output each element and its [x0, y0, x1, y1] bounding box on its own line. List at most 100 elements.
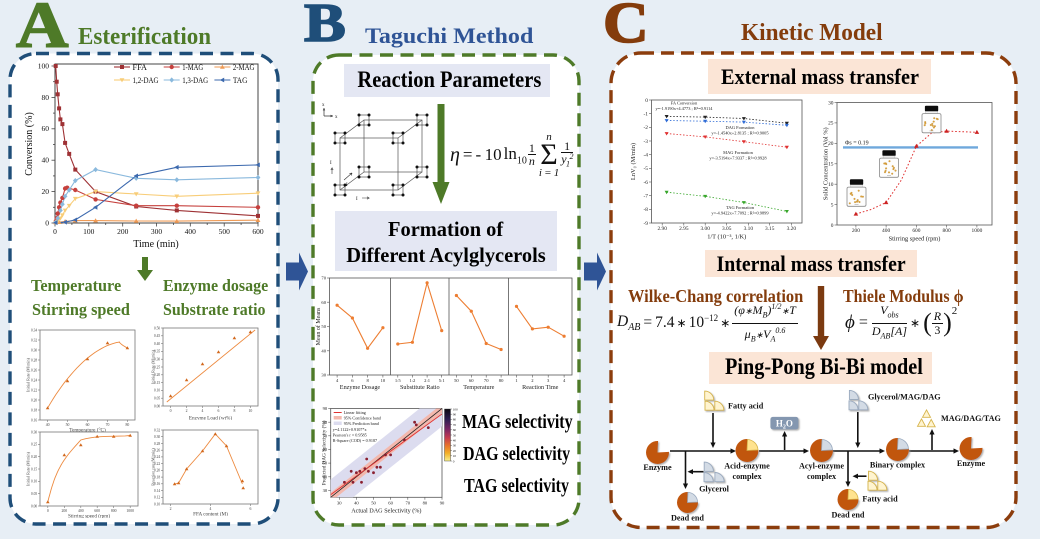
svg-text:1-MAG: 1-MAG [182, 63, 203, 72]
svg-text:0.35: 0.35 [154, 350, 160, 354]
svg-text:I: I [346, 183, 348, 188]
svg-text:2: 2 [186, 409, 188, 413]
svg-text:-5: -5 [644, 166, 649, 172]
svg-text:-7: -7 [644, 194, 649, 200]
svg-text:50: 50 [371, 500, 376, 505]
svg-text:Initial Rate (M/min): Initial Rate (M/min) [26, 357, 31, 392]
svg-text:TAG: TAG [233, 76, 248, 85]
svg-text:1000: 1000 [972, 228, 983, 234]
svg-text:Stirring speed (rpm): Stirring speed (rpm) [68, 513, 110, 519]
svg-text:2.95: 2.95 [679, 226, 689, 232]
svg-text:0.25: 0.25 [31, 443, 37, 447]
svg-text:100: 100 [83, 227, 95, 236]
svg-text:-3: -3 [644, 139, 649, 145]
svg-text:0.20: 0.20 [154, 373, 160, 377]
svg-text:Enzyme Load (wt%): Enzyme Load (wt%) [189, 415, 232, 421]
svg-text:Glycerol: Glycerol [699, 485, 730, 494]
svg-text:300: 300 [151, 227, 163, 236]
svg-text:3.20: 3.20 [787, 226, 797, 232]
svg-text:30: 30 [453, 444, 457, 448]
svg-text:10: 10 [453, 454, 457, 458]
svg-text:95% Confidence band: 95% Confidence band [344, 416, 382, 421]
svg-text:0.26: 0.26 [31, 368, 37, 372]
svg-text:Stirring speed (rpm): Stirring speed (rpm) [889, 236, 941, 243]
svg-text:1,2-DAG: 1,2-DAG [133, 76, 159, 85]
svg-text:0.32: 0.32 [31, 338, 37, 342]
svg-text:200: 200 [117, 227, 129, 236]
svg-text:100: 100 [453, 407, 458, 411]
svg-text:1:2: 1:2 [409, 378, 416, 383]
svg-text:60: 60 [42, 124, 50, 133]
svg-text:Pearson's r = 0.9585: Pearson's r = 0.9585 [333, 433, 367, 438]
svg-text:4: 4 [210, 507, 212, 511]
svg-text:0: 0 [47, 509, 49, 513]
svg-text:0.20: 0.20 [31, 455, 37, 459]
svg-text:70: 70 [106, 423, 110, 427]
svg-text:0.20: 0.20 [154, 469, 160, 473]
svg-text:Reaction Time: Reaction Time [522, 384, 559, 391]
svg-text:1: 1 [515, 378, 518, 383]
svg-text:3.10: 3.10 [744, 226, 754, 232]
svg-text:2:1: 2:1 [424, 378, 431, 383]
svg-text:0.22: 0.22 [31, 388, 37, 392]
svg-text:Conversion (%): Conversion (%) [24, 112, 35, 176]
svg-text:0.16: 0.16 [154, 482, 160, 486]
svg-text:2.90: 2.90 [657, 226, 667, 232]
svg-text:Fatty acid: Fatty acid [728, 402, 764, 411]
svg-text:0.34: 0.34 [31, 328, 37, 332]
svg-text:0.05: 0.05 [154, 397, 160, 401]
svg-text:95% Prediction band: 95% Prediction band [344, 421, 380, 426]
svg-text:0: 0 [831, 223, 834, 229]
svg-text:0: 0 [53, 227, 57, 236]
svg-text:0.15: 0.15 [154, 381, 160, 385]
svg-text:MAG/DAG/TAG: MAG/DAG/TAG [941, 414, 1002, 423]
svg-text:400: 400 [882, 228, 890, 234]
svg-text:500: 500 [219, 227, 231, 236]
svg-text:90: 90 [453, 413, 457, 417]
svg-text:80: 80 [499, 378, 504, 383]
svg-text:Temperature: Temperature [463, 384, 494, 391]
svg-text:2: 2 [170, 507, 172, 511]
svg-text:0.00: 0.00 [154, 404, 160, 408]
svg-text:60: 60 [469, 378, 474, 383]
svg-text:200: 200 [852, 228, 860, 234]
svg-text:DAG Formation: DAG Formation [726, 125, 756, 130]
svg-text:0.10: 0.10 [31, 480, 37, 484]
svg-text:30: 30 [321, 373, 326, 378]
svg-text:100: 100 [38, 61, 50, 70]
svg-text:FFA: FFA [133, 63, 148, 72]
svg-text:Substitute Ratio: Substitute Ratio [400, 384, 440, 391]
svg-text:0.26: 0.26 [154, 449, 160, 453]
svg-text:70: 70 [406, 500, 411, 505]
svg-text:1:5: 1:5 [395, 378, 402, 383]
svg-text:60: 60 [321, 300, 326, 305]
svg-text:3.00: 3.00 [700, 226, 710, 232]
svg-text:I: I [356, 197, 358, 202]
svg-text:0.22: 0.22 [154, 462, 160, 466]
svg-text:50: 50 [323, 461, 328, 466]
svg-text:0.18: 0.18 [154, 475, 160, 479]
svg-text:x: x [335, 115, 338, 120]
svg-text:3: 3 [547, 378, 550, 383]
svg-text:Solid Concentration (Vol %): Solid Concentration (Vol %) [823, 127, 830, 200]
svg-text:0.14: 0.14 [154, 489, 160, 493]
svg-text:Linear fitting: Linear fitting [344, 410, 367, 415]
svg-text:50: 50 [321, 324, 326, 329]
svg-text:0: 0 [45, 218, 49, 227]
svg-text:Enzyme: Enzyme [643, 463, 672, 472]
svg-text:3.05: 3.05 [722, 226, 732, 232]
svg-text:20: 20 [828, 141, 834, 147]
svg-text:0.10: 0.10 [154, 502, 160, 506]
svg-text:Reaction rate (M/min): Reaction rate (M/min) [151, 448, 156, 486]
svg-text:0: 0 [170, 409, 172, 413]
svg-text:0.00: 0.00 [31, 504, 37, 508]
svg-text:10: 10 [828, 182, 834, 188]
svg-text:y=-1.9190x+4.4773 ; R²=0.9114: y=-1.9190x+4.4773 ; R²=0.9114 [655, 106, 713, 111]
svg-text:y=-3.5194x+7.9337 ; R²=0.9928: y=-3.5194x+7.9337 ; R²=0.9928 [709, 156, 767, 161]
svg-text:70: 70 [323, 433, 328, 438]
svg-text:-9: -9 [644, 221, 649, 227]
svg-text:60: 60 [323, 447, 328, 452]
svg-text:Enzyme Dosage: Enzyme Dosage [340, 384, 381, 391]
svg-text:8: 8 [233, 409, 235, 413]
svg-text:60: 60 [86, 423, 90, 427]
